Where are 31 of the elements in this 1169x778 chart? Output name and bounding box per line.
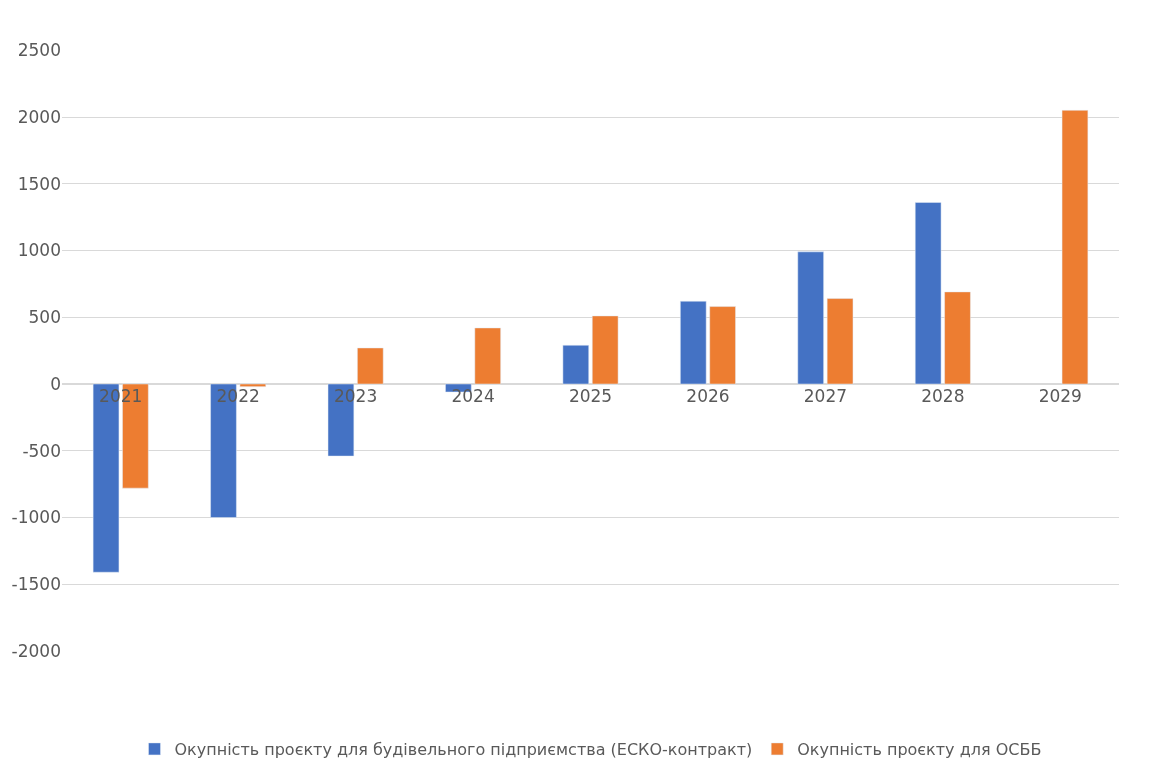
bar <box>709 306 736 385</box>
bar <box>914 202 942 385</box>
x-tick-label: 2028 <box>921 386 965 406</box>
y-tick-label: 1500 <box>17 173 61 194</box>
x-tick-label: 2027 <box>803 386 848 406</box>
bar <box>944 291 971 385</box>
legend-label: Окупність проєкту для будівельного підприємства (ЕСКО-контракт) <box>174 740 753 760</box>
x-tick-label: 2025 <box>568 386 613 406</box>
x-tick-label: 2021 <box>99 386 143 406</box>
bar <box>680 300 707 385</box>
bar <box>1061 110 1089 385</box>
bar <box>592 315 619 385</box>
bar <box>826 298 854 385</box>
legend-label: Окупність проєкту для ОСББ <box>797 740 1042 760</box>
x-tick-label: 2026 <box>686 386 730 406</box>
x-tick-label: 2024 <box>451 386 495 406</box>
y-tick-label: 500 <box>28 307 61 328</box>
bar <box>357 347 384 385</box>
y-tick-label: 2000 <box>17 106 61 127</box>
y-tick-label: -1000 <box>11 507 61 528</box>
y-tick-label: -1500 <box>11 574 61 595</box>
bar <box>797 251 824 385</box>
y-tick-label: 1000 <box>17 240 61 261</box>
bar <box>562 345 589 385</box>
y-tick-label: 2500 <box>17 40 61 61</box>
y-tick-label: -2000 <box>11 640 61 661</box>
bar <box>239 383 267 387</box>
bar <box>474 327 501 385</box>
y-tick-label: -500 <box>22 440 61 461</box>
y-tick-label: 0 <box>50 373 61 394</box>
x-tick-label: 2029 <box>1038 386 1082 406</box>
